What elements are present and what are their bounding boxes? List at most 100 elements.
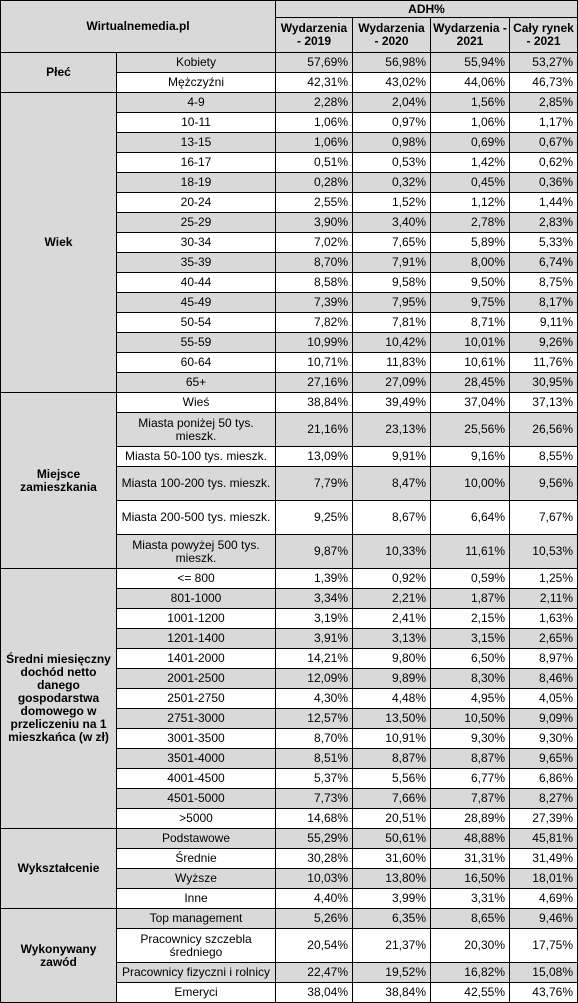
value-cell: 2,41% (353, 609, 431, 629)
value-cell: 0,51% (276, 153, 353, 173)
value-cell: 42,55% (431, 983, 510, 1003)
value-cell: 0,69% (431, 133, 510, 153)
value-cell: 2,21% (353, 589, 431, 609)
value-cell: 4,48% (353, 689, 431, 709)
value-cell: 37,13% (510, 393, 578, 413)
value-cell: 10,42% (353, 333, 431, 353)
value-cell: 6,77% (431, 769, 510, 789)
row-label: 65+ (117, 373, 276, 393)
row-label: 35-39 (117, 253, 276, 273)
row-label: 2501-2750 (117, 689, 276, 709)
row-label: Mężczyźni (117, 73, 276, 93)
value-cell: 42,31% (276, 73, 353, 93)
value-cell: 6,50% (431, 649, 510, 669)
value-cell: 12,09% (276, 669, 353, 689)
metric-header: ADH% (276, 0, 578, 18)
row-label: 4501-5000 (117, 789, 276, 809)
value-cell: 0,28% (276, 173, 353, 193)
value-cell: 0,45% (431, 173, 510, 193)
value-cell: 55,29% (276, 829, 353, 849)
value-cell: 7,02% (276, 233, 353, 253)
value-cell: 3,91% (276, 629, 353, 649)
value-cell: 9,89% (353, 669, 431, 689)
value-cell: 45,81% (510, 829, 578, 849)
value-cell: 7,39% (276, 293, 353, 313)
group-label: Wiek (0, 93, 117, 393)
value-cell: 9,65% (510, 749, 578, 769)
value-cell: 0,36% (510, 173, 578, 193)
row-label: 4-9 (117, 93, 276, 113)
value-cell: 3,15% (431, 629, 510, 649)
value-cell: 21,37% (353, 929, 431, 963)
value-cell: 2,85% (510, 93, 578, 113)
value-cell: 9,16% (431, 447, 510, 467)
value-cell: 39,49% (353, 393, 431, 413)
row-label: >5000 (117, 809, 276, 829)
row-label: 18-19 (117, 173, 276, 193)
row-label: Podstawowe (117, 829, 276, 849)
value-cell: 9,09% (510, 709, 578, 729)
value-cell: 50,61% (353, 829, 431, 849)
value-cell: 7,81% (353, 313, 431, 333)
value-cell: 7,73% (276, 789, 353, 809)
value-cell: 5,33% (510, 233, 578, 253)
value-cell: 6,64% (431, 501, 510, 535)
value-cell: 27,09% (353, 373, 431, 393)
row-label: Wieś (117, 393, 276, 413)
value-cell: 9,50% (431, 273, 510, 293)
value-cell: 5,26% (276, 909, 353, 929)
value-cell: 8,17% (510, 293, 578, 313)
value-cell: 3,34% (276, 589, 353, 609)
value-cell: 1,25% (510, 569, 578, 589)
value-cell: 55,94% (431, 53, 510, 73)
value-cell: 15,08% (510, 963, 578, 983)
value-cell: 10,03% (276, 869, 353, 889)
row-label: 2001-2500 (117, 669, 276, 689)
row-label: Pracownicy fizyczni i rolnicy (117, 963, 276, 983)
column-header: Wydarzenia - 2019 (276, 18, 353, 53)
value-cell: 8,75% (510, 273, 578, 293)
value-cell: 1,63% (510, 609, 578, 629)
value-cell: 8,47% (353, 467, 431, 501)
value-cell: 4,05% (510, 689, 578, 709)
value-cell: 8,70% (276, 729, 353, 749)
value-cell: 0,97% (353, 113, 431, 133)
value-cell: 0,67% (510, 133, 578, 153)
value-cell: 10,33% (353, 535, 431, 569)
value-cell: 10,71% (276, 353, 353, 373)
row-label: Miasta 100-200 tys. mieszk. (117, 467, 276, 501)
value-cell: 14,21% (276, 649, 353, 669)
row-label: 4001-4500 (117, 769, 276, 789)
value-cell: 13,09% (276, 447, 353, 467)
value-cell: 7,95% (353, 293, 431, 313)
group-label: Średni miesięczny dochód netto danego go… (0, 569, 117, 829)
value-cell: 21,16% (276, 413, 353, 447)
group-label: Miejsce zamieszkania (0, 393, 117, 569)
value-cell: 1,44% (510, 193, 578, 213)
value-cell: 20,54% (276, 929, 353, 963)
row-label: Pracownicy szczebla średniego (117, 929, 276, 963)
value-cell: 2,04% (353, 93, 431, 113)
value-cell: 53,27% (510, 53, 578, 73)
value-cell: 8,97% (510, 649, 578, 669)
value-cell: 9,11% (510, 313, 578, 333)
value-cell: 8,51% (276, 749, 353, 769)
value-cell: 3,31% (431, 889, 510, 909)
row-label: Miasta poniżej 50 tys. mieszk. (117, 413, 276, 447)
value-cell: 11,61% (431, 535, 510, 569)
value-cell: 2,83% (510, 213, 578, 233)
value-cell: 10,99% (276, 333, 353, 353)
value-cell: 1,17% (510, 113, 578, 133)
value-cell: 3,19% (276, 609, 353, 629)
value-cell: 28,45% (431, 373, 510, 393)
value-cell: 16,50% (431, 869, 510, 889)
value-cell: 8,30% (431, 669, 510, 689)
value-cell: 10,61% (431, 353, 510, 373)
value-cell: 8,70% (276, 253, 353, 273)
value-cell: 27,39% (510, 809, 578, 829)
value-cell: 11,76% (510, 353, 578, 373)
value-cell: 31,49% (510, 849, 578, 869)
column-header: Cały rynek - 2021 (510, 18, 578, 53)
value-cell: 9,80% (353, 649, 431, 669)
value-cell: 10,00% (431, 467, 510, 501)
